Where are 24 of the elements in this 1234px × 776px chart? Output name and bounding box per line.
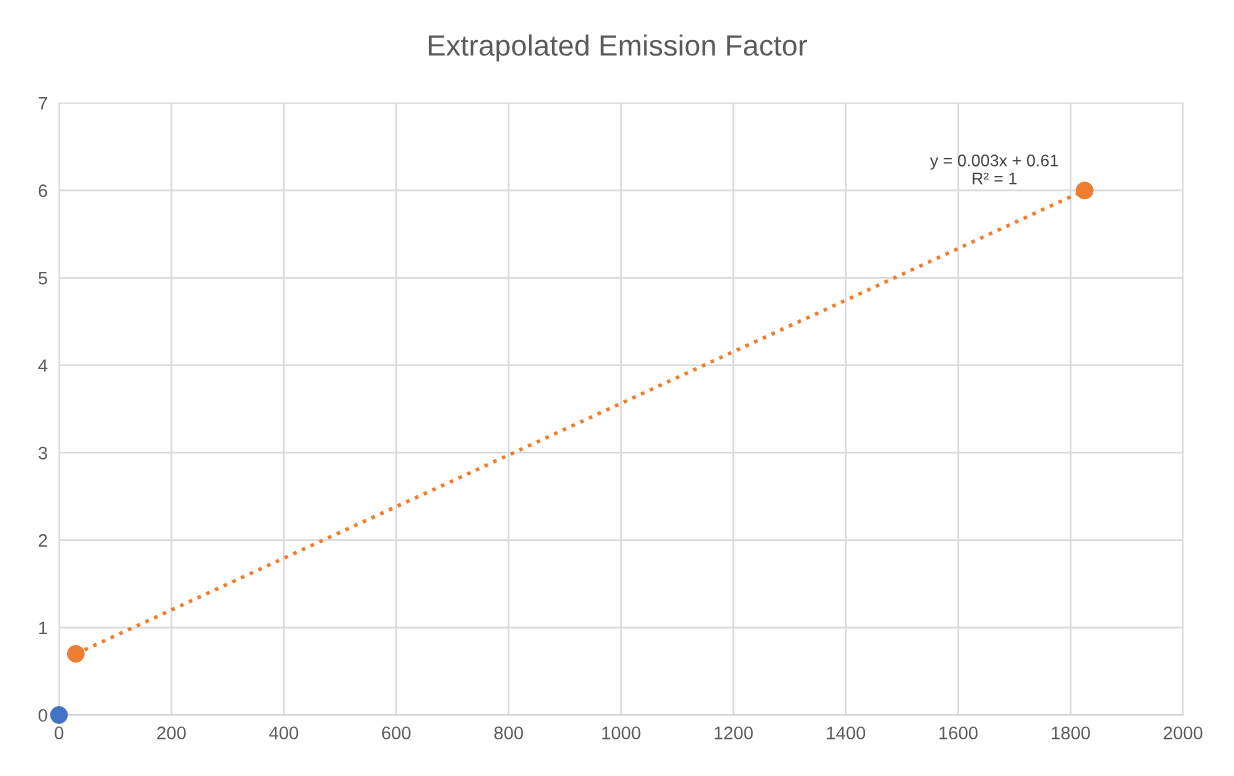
x-tick-label: 800 — [494, 726, 523, 740]
x-tick-label: 1200 — [714, 726, 753, 740]
x-tick-label: 0 — [54, 726, 64, 740]
y-tick-label: 7 — [38, 97, 47, 110]
y-tick-label: 0 — [38, 708, 48, 722]
x-tick-label: 1800 — [1051, 726, 1090, 740]
y-tick-label: 5 — [38, 271, 48, 285]
y-tick-label: 1 — [39, 621, 48, 635]
y-tick-label: 2 — [38, 534, 47, 547]
x-tick-label: 600 — [382, 726, 411, 740]
point — [1075, 181, 1094, 200]
y-tick-label: 6 — [38, 184, 48, 198]
x-tick-label: 2000 — [1163, 726, 1203, 740]
x-tick-label: 1000 — [602, 726, 641, 740]
chart-title: Extrapolated Emission Factor — [428, 34, 807, 62]
point — [50, 706, 68, 724]
y-tick-label: 4 — [38, 359, 48, 372]
x-tick-label: 400 — [269, 726, 299, 740]
x-tick-label: 1400 — [827, 726, 866, 740]
annotation: y = 0.003x + 0.61 R² = 1 — [930, 154, 1058, 185]
x-tick-label: 1600 — [939, 726, 978, 740]
point — [66, 644, 85, 663]
x-tick-label: 200 — [157, 726, 186, 740]
y-tick-label: 3 — [38, 446, 48, 460]
